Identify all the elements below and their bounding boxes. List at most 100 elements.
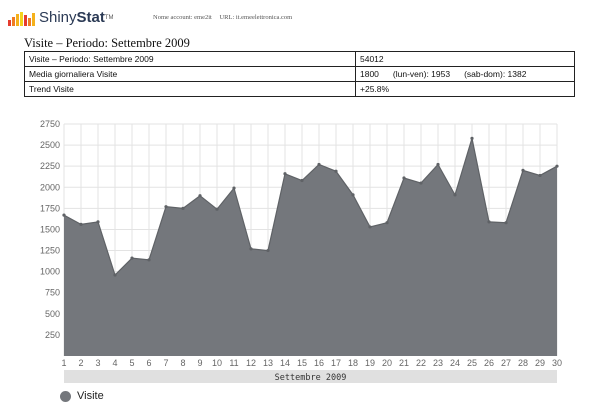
- series-area-visite: [64, 138, 557, 356]
- x-tick-label: 2: [78, 358, 83, 368]
- x-tick-label: 10: [212, 358, 222, 368]
- table-row: Visite – Periodo: Settembre 2009 54012: [24, 51, 575, 67]
- x-tick-label: 26: [484, 358, 494, 368]
- logo-text: ShinyStatTM: [39, 9, 114, 26]
- chart-legend: Visite: [60, 390, 104, 402]
- x-tick-label: 21: [399, 358, 409, 368]
- x-tick-label: 7: [163, 358, 168, 368]
- data-point[interactable]: [504, 221, 508, 225]
- x-tick-label: 27: [501, 358, 511, 368]
- data-point[interactable]: [113, 273, 117, 277]
- daily-weekday: (lun-ven): 1953: [392, 69, 451, 79]
- data-point[interactable]: [334, 169, 338, 173]
- page-title: Visite – Periodo: Settembre 2009: [24, 36, 190, 50]
- x-tick-label: 3: [95, 358, 100, 368]
- data-point[interactable]: [521, 168, 525, 172]
- daily-average: 1800: [360, 69, 379, 79]
- data-point[interactable]: [368, 225, 372, 229]
- data-point[interactable]: [283, 172, 287, 176]
- data-point[interactable]: [79, 222, 83, 226]
- y-tick-label: 2500: [40, 140, 60, 150]
- account-url: URL: it.emeelettronica.com: [219, 14, 293, 21]
- data-point[interactable]: [232, 186, 236, 190]
- x-tick-label: 16: [314, 358, 324, 368]
- data-point[interactable]: [147, 258, 151, 262]
- x-tick-label: 8: [180, 358, 185, 368]
- x-tick-label: 4: [112, 358, 117, 368]
- logo-bars-icon: [8, 12, 36, 26]
- x-tick-label: 11: [229, 358, 238, 368]
- x-tick-label: 20: [382, 358, 392, 368]
- x-tick-label: 22: [416, 358, 426, 368]
- data-point[interactable]: [385, 221, 389, 225]
- summary-value-total: 54012: [355, 51, 575, 67]
- x-tick-label: 13: [263, 358, 273, 368]
- legend-swatch: [60, 390, 71, 402]
- x-axis-label: Settembre 2009: [275, 373, 347, 383]
- x-tick-label: 15: [297, 358, 307, 368]
- x-tick-label: 30: [552, 358, 562, 368]
- data-point[interactable]: [487, 220, 491, 224]
- summary-table: Visite – Periodo: Settembre 2009 54012 M…: [24, 51, 575, 97]
- account-name: Nome account: eme2it: [153, 14, 212, 21]
- data-point[interactable]: [470, 136, 474, 140]
- y-tick-label: 1500: [40, 224, 60, 234]
- x-tick-label: 23: [433, 358, 443, 368]
- x-tick-label: 28: [518, 358, 528, 368]
- legend-label: Visite: [77, 390, 104, 402]
- data-point[interactable]: [266, 248, 270, 253]
- data-point[interactable]: [317, 162, 321, 167]
- x-tick-label: 12: [246, 358, 256, 368]
- data-point[interactable]: [62, 213, 66, 217]
- data-point[interactable]: [215, 207, 219, 211]
- x-tick-label: 17: [331, 358, 341, 368]
- y-tick-label: 250: [45, 330, 60, 340]
- data-point[interactable]: [538, 173, 542, 178]
- data-point[interactable]: [436, 162, 440, 167]
- data-point[interactable]: [402, 176, 406, 180]
- data-point[interactable]: [181, 206, 185, 210]
- data-point[interactable]: [249, 247, 253, 251]
- x-tick-label: 1: [61, 358, 66, 368]
- data-point[interactable]: [300, 178, 304, 183]
- y-tick-label: 2250: [40, 161, 60, 171]
- x-tick-label: 5: [129, 358, 134, 368]
- x-tick-label: 9: [197, 358, 202, 368]
- visits-area-chart: 2505007501000125015001750200022502500275…: [40, 119, 562, 383]
- summary-label-trend: Trend Visite: [24, 81, 356, 97]
- y-tick-label: 1000: [40, 267, 60, 277]
- table-row: Trend Visite +25.8%: [24, 81, 575, 97]
- x-tick-label: 29: [535, 358, 545, 368]
- data-point[interactable]: [96, 220, 100, 224]
- y-tick-label: 1250: [40, 246, 60, 256]
- series-line-visite: [63, 138, 558, 277]
- header: ShinyStatTM Nome account: eme2it URL: it…: [8, 6, 592, 28]
- y-tick-label: 1750: [40, 203, 60, 213]
- x-tick-label: 25: [467, 358, 477, 368]
- x-axis-ticks: 1 2 3 4 5 6 7 8 9 10 11 12 13 14 15 16 17 18 19 20 21 22 23 24 2…: [61, 358, 562, 368]
- data-point[interactable]: [164, 205, 168, 209]
- data-point[interactable]: [419, 181, 423, 185]
- x-axis-label-band: [64, 370, 557, 383]
- summary-label-total: Visite – Periodo: Settembre 2009: [24, 51, 356, 67]
- summary-value-daily: 1800 (lun-ven): 1953 (sab-dom): 1382: [355, 66, 575, 82]
- y-tick-label: 750: [45, 288, 60, 298]
- data-point[interactable]: [130, 256, 134, 260]
- x-tick-label: 24: [450, 358, 460, 368]
- data-point[interactable]: [453, 193, 457, 197]
- x-tick-label: 18: [348, 358, 358, 368]
- data-point[interactable]: [555, 164, 559, 168]
- account-info: Nome account: eme2it URL: it.emeelettron…: [153, 14, 298, 21]
- data-point[interactable]: [351, 193, 355, 197]
- table-row: Media giornaliera Visite 1800 (lun-ven): …: [24, 66, 575, 82]
- data-point[interactable]: [198, 194, 202, 198]
- summary-value-trend: +25.8%: [355, 81, 575, 97]
- chart-area-layer: [62, 136, 559, 356]
- shinystat-logo[interactable]: ShinyStatTM: [8, 6, 114, 26]
- x-tick-label: 14: [280, 358, 290, 368]
- y-axis-ticks: 250 500 750 1000 1250 1500 1750 2000 2250 2500 275…: [40, 119, 60, 340]
- summary-label-daily: Media giornaliera Visite: [24, 66, 356, 82]
- y-tick-label: 2750: [40, 119, 60, 129]
- y-tick-label: 2000: [40, 182, 60, 192]
- daily-weekend: (sab-dom): 1382: [464, 69, 527, 79]
